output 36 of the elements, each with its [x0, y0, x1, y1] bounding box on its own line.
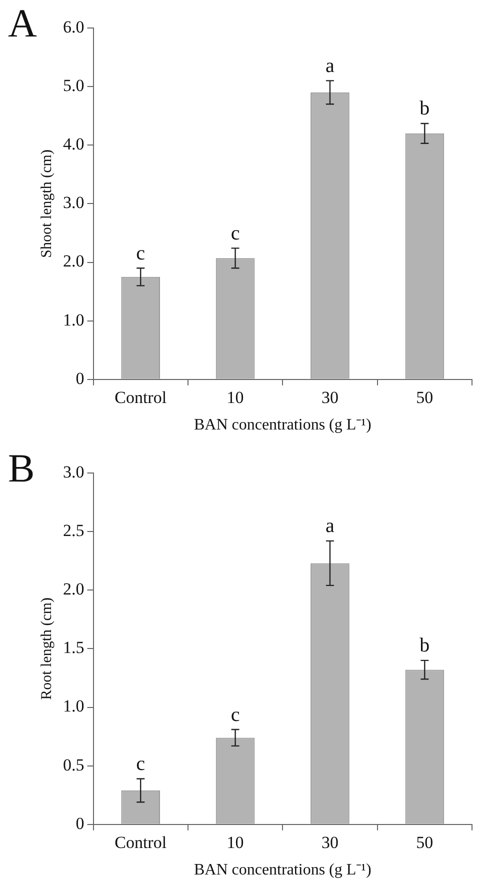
y-tick-label: 1.0 — [63, 696, 84, 716]
chart-title: A — [8, 0, 37, 46]
x-tick-label: Control — [114, 388, 167, 408]
annotation: c — [230, 704, 240, 726]
y-tick-label: 2.5 — [63, 521, 84, 540]
x-tick-label: 10 — [226, 833, 244, 852]
annotation: b — [420, 634, 430, 657]
y-tick-label: 1.5 — [63, 638, 84, 658]
annotation: a — [326, 54, 335, 77]
chart-title: B — [8, 446, 35, 490]
y-tick-label: 3.0 — [63, 462, 84, 482]
annotation: c — [230, 222, 240, 244]
annotation: b — [420, 98, 430, 120]
y-tick-label: 3.0 — [63, 193, 84, 212]
annotation: c — [136, 242, 146, 264]
y-axis-title: Shoot length (cm) — [38, 150, 55, 258]
annotation: a — [326, 515, 335, 538]
y-tick-label: 4.0 — [63, 134, 84, 154]
x-tick-label: 10 — [226, 388, 244, 408]
y-tick-label: 0 — [76, 368, 84, 388]
x-tick-label: 30 — [321, 388, 338, 408]
y-tick-label: 6.0 — [63, 17, 84, 36]
y-tick-label: 0 — [76, 814, 84, 833]
x-axis-title: BAN concentrations (g L⁻¹) — [194, 862, 372, 879]
x-tick-label: 50 — [416, 388, 434, 408]
annotation: c — [136, 752, 146, 775]
y-axis-title: Root length (cm) — [38, 597, 55, 700]
x-axis-title: BAN concentrations (g L⁻¹) — [194, 416, 372, 434]
y-tick-label: 2.0 — [63, 580, 84, 599]
x-tick-label: 50 — [416, 833, 434, 852]
y-tick-label: 5.0 — [63, 76, 84, 96]
x-tick-label: Control — [114, 833, 167, 852]
x-tick-label: 30 — [321, 833, 338, 852]
y-tick-label: 2.0 — [63, 252, 84, 271]
y-tick-label: 0.5 — [63, 755, 84, 774]
y-tick-label: 1.0 — [63, 310, 84, 330]
